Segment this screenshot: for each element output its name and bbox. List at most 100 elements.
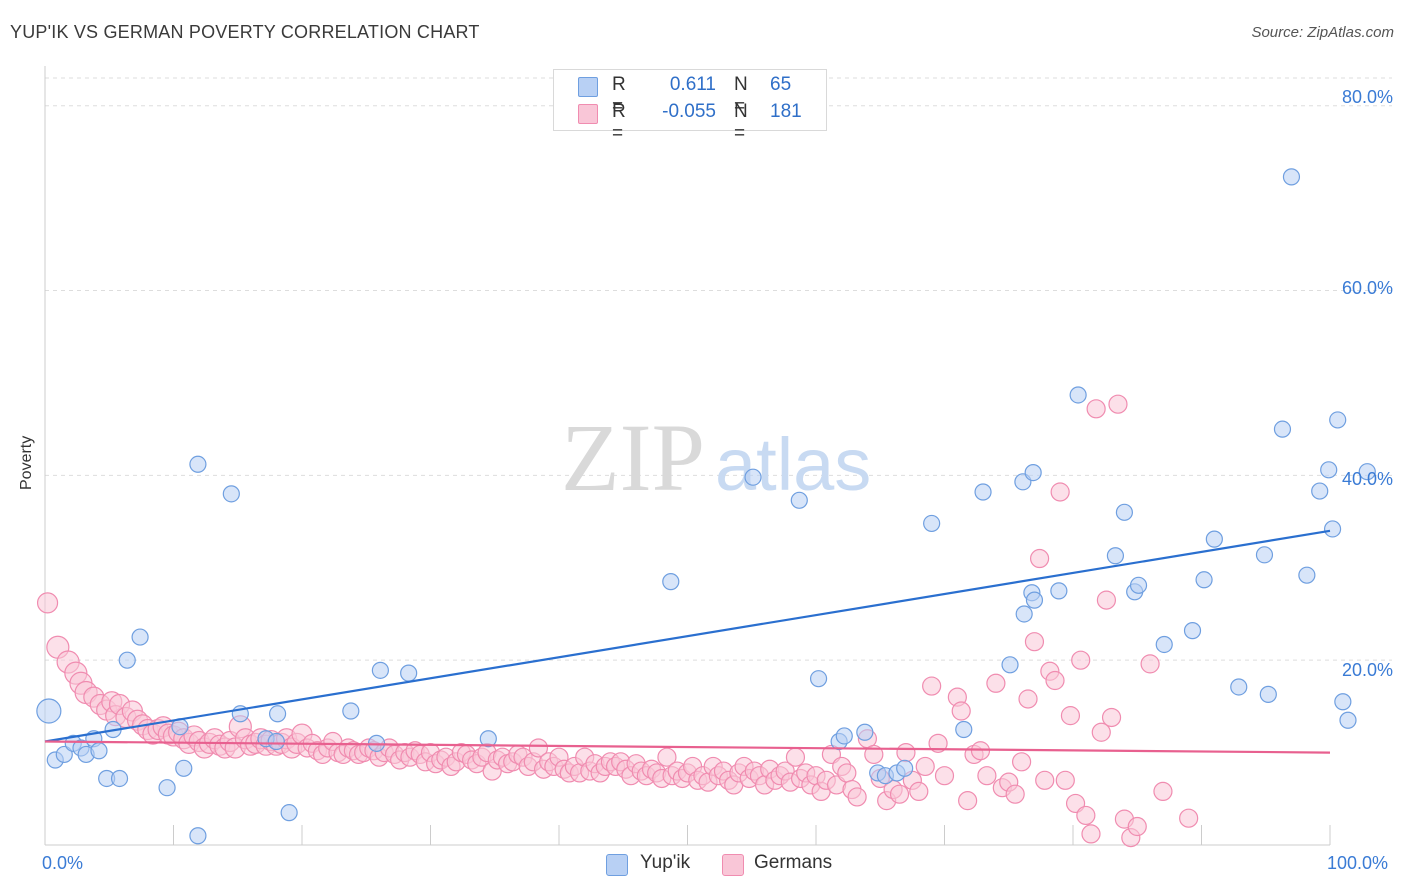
yupik-point bbox=[1025, 591, 1044, 609]
legend-swatch-yupik bbox=[578, 77, 598, 97]
legend-n-label: N = bbox=[734, 74, 748, 117]
germans-point bbox=[1091, 722, 1111, 742]
legend-r-value: 0.611 bbox=[669, 74, 716, 95]
germans-point bbox=[977, 766, 997, 786]
source-label: Source: ZipAtlas.com bbox=[1251, 24, 1394, 41]
yupik-point bbox=[923, 514, 941, 533]
y-tick-label-60: 60.0% bbox=[1341, 278, 1393, 298]
yupik-point bbox=[280, 804, 298, 822]
correlation-legend: R = 0.611 N = 65 R = -0.055 N = 181 bbox=[553, 69, 827, 144]
germans-point bbox=[1081, 824, 1101, 844]
germans-point bbox=[928, 733, 948, 753]
germans-point bbox=[889, 784, 910, 804]
x-tick-label-100: 100.0% bbox=[1327, 853, 1389, 873]
germans-point bbox=[1153, 781, 1173, 802]
yupik-point bbox=[1311, 482, 1329, 500]
germans-point bbox=[528, 738, 549, 758]
yupik-point bbox=[1339, 711, 1357, 729]
legend-n-value: 65 bbox=[770, 74, 792, 95]
yupik-point bbox=[896, 759, 914, 777]
germans-point bbox=[657, 747, 677, 767]
yupik-point bbox=[1115, 503, 1134, 521]
germans-point bbox=[958, 791, 978, 811]
yupik-point bbox=[189, 827, 207, 845]
germans-point bbox=[1140, 654, 1160, 674]
legend-n-value: 181 bbox=[770, 101, 802, 122]
yupik-point bbox=[1259, 685, 1277, 703]
trend-lines bbox=[44, 529, 1331, 754]
yupik-point bbox=[856, 723, 874, 741]
yupik-point bbox=[222, 485, 240, 503]
germans-point bbox=[1055, 770, 1075, 790]
yupik-point bbox=[1230, 678, 1248, 696]
germans-point bbox=[909, 781, 929, 802]
yupik-point bbox=[118, 651, 136, 669]
yupik-point bbox=[158, 779, 176, 797]
yupik-point bbox=[189, 455, 207, 473]
yupik-point bbox=[400, 664, 418, 682]
germans-point bbox=[864, 744, 884, 765]
yupik-point bbox=[267, 732, 285, 751]
germans-point bbox=[922, 676, 942, 696]
yupik-point bbox=[1155, 635, 1173, 654]
yupik-point bbox=[955, 720, 973, 739]
yupik-point bbox=[55, 745, 73, 764]
legend-swatch-germans bbox=[722, 854, 744, 876]
germans-point bbox=[915, 756, 935, 777]
germans-point bbox=[986, 673, 1006, 693]
germans-point bbox=[1071, 650, 1091, 670]
legend-swatch-yupik bbox=[606, 854, 628, 876]
yupik-point bbox=[175, 759, 193, 777]
yupik-point bbox=[1358, 463, 1376, 481]
yupik-point bbox=[1015, 605, 1033, 623]
grid-lines bbox=[45, 77, 1392, 661]
germans-point bbox=[1018, 689, 1038, 709]
germans-point bbox=[1029, 548, 1050, 569]
germans-trend-line bbox=[44, 740, 1331, 754]
germans-point bbox=[934, 766, 955, 786]
germans-point bbox=[1096, 590, 1117, 610]
yupik-point bbox=[1255, 546, 1274, 564]
y-tick-label-20: 20.0% bbox=[1341, 660, 1393, 680]
yupik-point bbox=[1129, 576, 1148, 594]
yupik-point bbox=[1298, 566, 1316, 584]
watermark: ZIP atlas bbox=[561, 404, 871, 511]
germans-point bbox=[1060, 706, 1081, 726]
yupik-point bbox=[342, 702, 360, 720]
yupik-point bbox=[1323, 520, 1342, 538]
legend-n-label: N = bbox=[734, 101, 748, 144]
yupik-point bbox=[1329, 411, 1347, 429]
yupik-point bbox=[371, 661, 389, 679]
yupik-point bbox=[1069, 386, 1087, 404]
germans-point bbox=[1011, 752, 1032, 772]
legend-r-label: R = bbox=[612, 74, 626, 117]
germans-point bbox=[837, 763, 857, 783]
yupik-point bbox=[131, 628, 149, 646]
germans-point bbox=[847, 787, 867, 807]
yupik-point bbox=[1001, 656, 1019, 674]
yupik-points bbox=[36, 168, 1376, 845]
germans-point bbox=[36, 592, 59, 614]
germans-point bbox=[1005, 784, 1025, 804]
yupik-point bbox=[479, 730, 497, 748]
germans-point bbox=[1179, 808, 1199, 828]
germans-point bbox=[1024, 632, 1045, 652]
yupik-point bbox=[790, 491, 808, 509]
watermark-atlas: atlas bbox=[715, 423, 871, 506]
germans-point bbox=[1101, 707, 1122, 728]
germans-point bbox=[951, 701, 971, 721]
yupik-point bbox=[835, 727, 853, 745]
yupik-point bbox=[974, 483, 992, 501]
germans-point bbox=[1108, 394, 1128, 414]
series-legend: Yup'ik Germans bbox=[0, 852, 1406, 880]
yupik-point bbox=[36, 698, 62, 724]
yupik-point bbox=[744, 468, 762, 486]
germans-point bbox=[1086, 399, 1106, 419]
legend-label-germans: Germans bbox=[754, 852, 833, 873]
yupik-point bbox=[809, 670, 828, 688]
legend-label-yupik: Yup'ik bbox=[640, 852, 691, 873]
yupik-point bbox=[1050, 582, 1068, 600]
yupik-point bbox=[662, 573, 680, 591]
yupik-point bbox=[1183, 622, 1202, 640]
